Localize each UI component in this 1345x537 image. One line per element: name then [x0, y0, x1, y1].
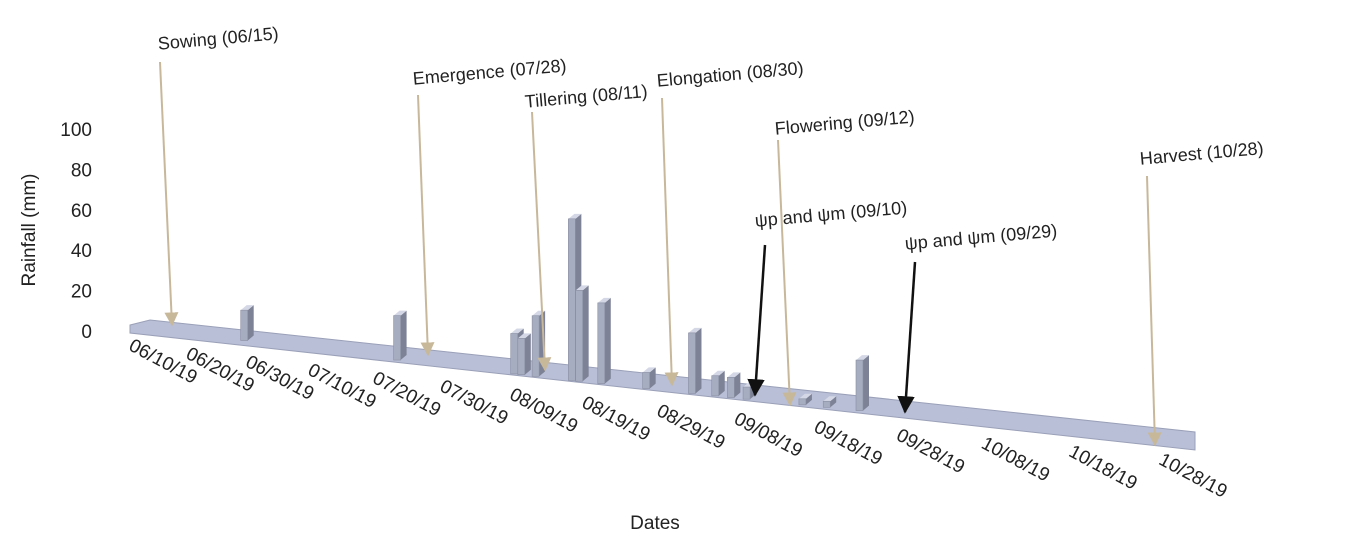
arrow	[661, 97, 679, 387]
bar	[393, 315, 401, 361]
arrow	[747, 244, 767, 397]
y-axis-label: Rainfall (mm)	[19, 174, 40, 287]
bar-top	[642, 367, 656, 373]
bar	[711, 375, 720, 397]
bar-top	[517, 333, 531, 339]
bar-side	[718, 370, 725, 396]
annotation: ψp and ψm (09/10)	[754, 197, 908, 230]
bar-side	[604, 297, 611, 384]
bar-top	[727, 372, 741, 378]
x-tick-label: 08/29/19	[653, 401, 728, 454]
bar-top	[393, 310, 407, 316]
arrow	[1146, 175, 1162, 447]
x-tick-label: 08/19/19	[578, 392, 653, 445]
bar-top	[575, 285, 589, 291]
bar-top	[240, 305, 254, 311]
bar-side	[247, 305, 254, 341]
x-tick-label: 07/30/19	[436, 376, 511, 429]
x-tick-label: 10/08/19	[978, 433, 1053, 486]
annotation: Elongation (08/30)	[656, 58, 804, 91]
bar-side	[400, 310, 407, 361]
arrow	[777, 139, 797, 407]
annotation: Flowering (09/12)	[774, 107, 915, 139]
x-tick-label: 09/08/19	[731, 409, 806, 462]
x-tick-label: 10/18/19	[1065, 441, 1140, 494]
annotation: Tillering (08/11)	[524, 81, 648, 112]
bar	[597, 302, 606, 384]
y-tick-label: 80	[71, 160, 92, 181]
bar-top	[568, 213, 582, 219]
x-tick-label: 07/20/19	[369, 368, 444, 421]
bar	[642, 372, 650, 389]
annotation: Emergence (07/28)	[412, 55, 567, 88]
bar	[855, 359, 864, 411]
annotation: ψp and ψm (09/29)	[904, 220, 1058, 253]
bar	[575, 290, 583, 382]
arrow	[417, 94, 435, 357]
annotation: Sowing (06/15)	[157, 23, 279, 53]
x-tick-label: 08/09/19	[506, 384, 581, 437]
bar	[727, 377, 735, 398]
bar	[688, 332, 696, 394]
arrow	[531, 111, 552, 372]
bar-side	[830, 396, 837, 408]
y-tick-label: 100	[60, 120, 92, 141]
y-tick-label: 20	[71, 282, 92, 303]
arrow	[159, 61, 179, 327]
bar-top	[855, 355, 869, 361]
bar	[822, 400, 831, 408]
y-tick-label: 0	[81, 322, 92, 343]
bar	[742, 386, 751, 400]
x-axis-label: Dates	[630, 513, 680, 534]
bar	[531, 315, 540, 377]
y-tick-label: 40	[71, 241, 92, 262]
bar-top	[688, 327, 702, 333]
bar-side	[862, 355, 869, 411]
bar	[240, 309, 249, 341]
annotation: Harvest (10/28)	[1139, 138, 1264, 169]
arrow	[897, 261, 917, 414]
bar-side	[695, 327, 702, 394]
bar-top	[711, 370, 725, 376]
x-tick-label: 09/18/19	[810, 417, 885, 470]
bar	[568, 218, 576, 381]
bar	[517, 338, 526, 376]
bar-side	[805, 393, 812, 405]
bar-side	[649, 367, 656, 389]
bar-top	[823, 396, 837, 402]
bar	[510, 333, 519, 375]
y-tick-label: 60	[71, 201, 92, 222]
bar-side	[734, 372, 741, 398]
x-tick-label: 10/28/19	[1155, 449, 1230, 502]
bar-top	[510, 328, 524, 334]
bar-side	[524, 333, 531, 375]
x-tick-label: 09/28/19	[893, 425, 968, 478]
bar	[798, 398, 807, 406]
bar-top	[798, 393, 812, 399]
bar-top	[597, 297, 611, 303]
bar-side	[582, 285, 589, 382]
